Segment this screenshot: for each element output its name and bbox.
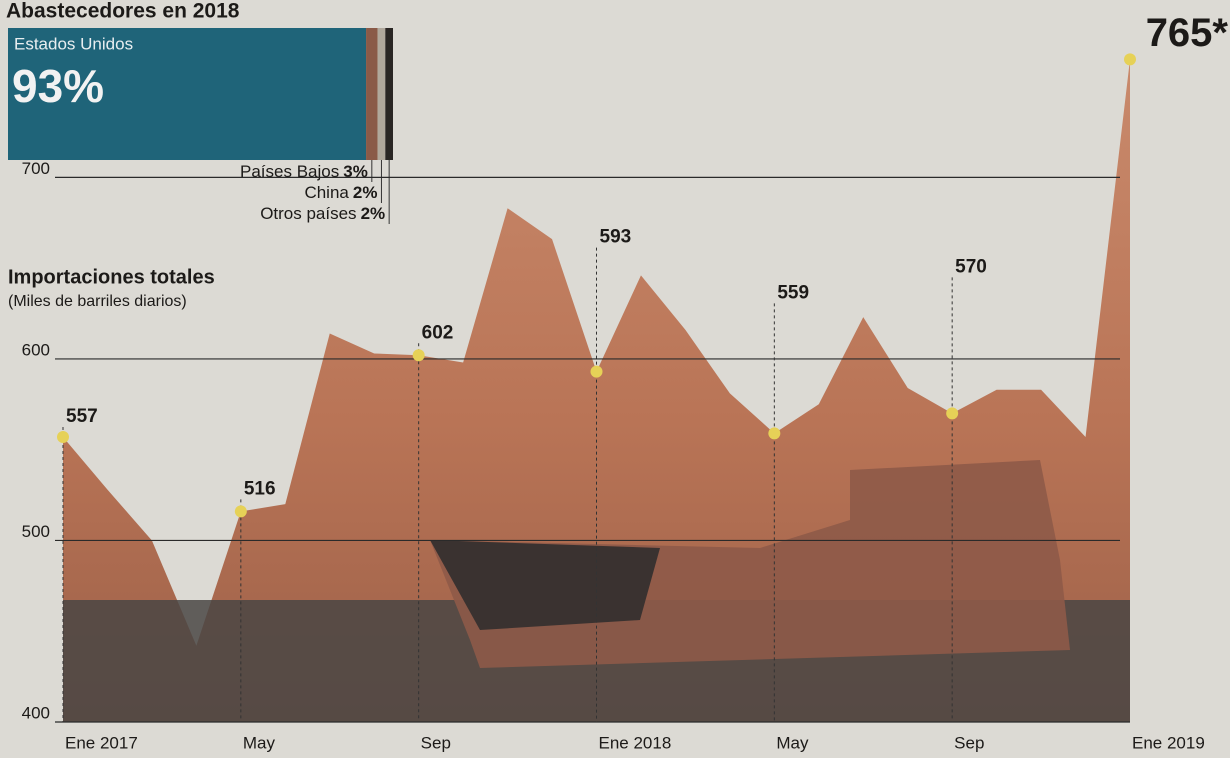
segment-name-label: Otros países 2% bbox=[260, 204, 385, 223]
value-label: 593 bbox=[600, 227, 632, 248]
y-tick-label: 700 bbox=[22, 159, 50, 178]
point-marker bbox=[412, 349, 425, 362]
supplier-title: Abastecedores en 2018 bbox=[6, 0, 240, 23]
value-label: 516 bbox=[244, 478, 276, 499]
segment-name: Países Bajos bbox=[240, 162, 339, 181]
segment-label: 3% bbox=[343, 162, 368, 181]
y-tick-label: 500 bbox=[22, 522, 50, 541]
segment-name: Estados Unidos bbox=[14, 34, 133, 53]
x-tick-label: Sep bbox=[421, 733, 451, 752]
value-label: 570 bbox=[955, 256, 987, 277]
value-label: 557 bbox=[66, 406, 98, 427]
share-segment bbox=[385, 28, 393, 160]
segment-name-label: Países Bajos 3% bbox=[240, 162, 368, 181]
point-marker bbox=[234, 505, 247, 518]
value-label: 559 bbox=[777, 282, 809, 303]
point-marker bbox=[768, 427, 781, 440]
point-marker bbox=[590, 365, 603, 378]
x-tick-label: Ene 2018 bbox=[599, 733, 672, 752]
y-tick-label: 600 bbox=[22, 340, 50, 359]
point-marker bbox=[946, 407, 959, 420]
chart-title: Importaciones totales bbox=[8, 266, 215, 288]
value-label: 602 bbox=[422, 322, 454, 343]
value-label: 765* bbox=[1146, 11, 1229, 55]
segment-label: 93% bbox=[12, 60, 104, 112]
x-tick-label: Ene 2019 bbox=[1132, 733, 1205, 752]
point-marker bbox=[57, 430, 69, 443]
chart-subtitle: (Miles de barriles diarios) bbox=[8, 293, 187, 310]
share-segment bbox=[8, 28, 367, 160]
y-tick-label: 400 bbox=[22, 703, 50, 722]
segment-name: Otros países bbox=[260, 204, 356, 223]
segment-name-label: China 2% bbox=[304, 183, 377, 202]
point-marker bbox=[1124, 53, 1136, 66]
share-segment bbox=[377, 28, 386, 160]
x-tick-label: Ene 2017 bbox=[65, 733, 138, 752]
share-segment bbox=[366, 28, 378, 160]
segment-name: China bbox=[304, 183, 349, 202]
x-tick-label: May bbox=[776, 733, 809, 752]
segment-label: 2% bbox=[361, 204, 386, 223]
segment-label: 2% bbox=[353, 183, 378, 202]
x-tick-label: May bbox=[243, 733, 276, 752]
x-tick-label: Sep bbox=[954, 733, 984, 752]
ship-hull bbox=[430, 540, 660, 630]
